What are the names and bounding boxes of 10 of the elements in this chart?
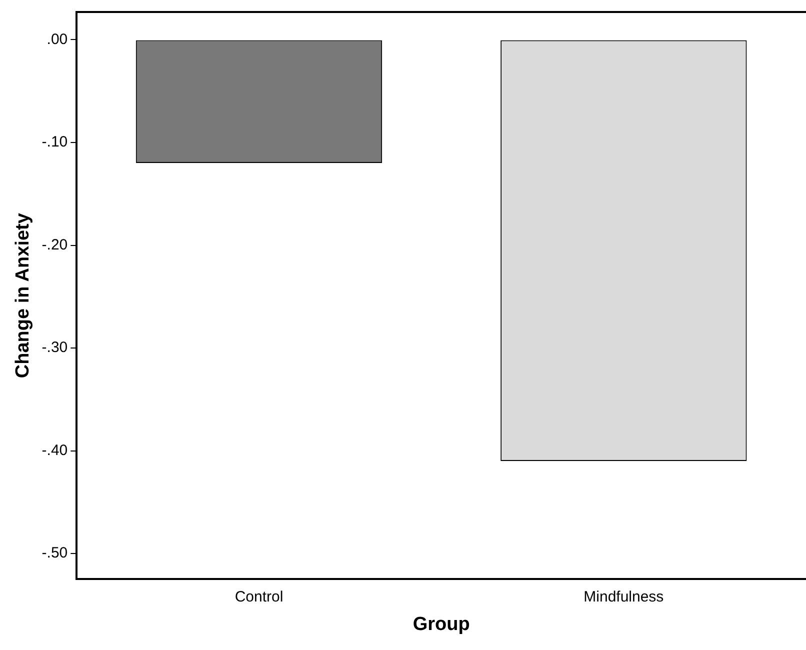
y-axis-title: Change in Anxiety (12, 212, 34, 378)
y-tick-label: -.10 (42, 134, 68, 151)
y-tick-label: -.20 (42, 236, 68, 254)
y-tick-label: -.40 (42, 442, 68, 459)
x-tick-label: Control (234, 588, 284, 606)
y-tick-label: -.50 (42, 544, 68, 562)
x-axis-title: Group (412, 614, 470, 635)
y-tick-label: .00 (46, 30, 68, 48)
y-tick-label: -.30 (42, 339, 68, 356)
x-tick-label: Mindfulness (584, 588, 664, 606)
